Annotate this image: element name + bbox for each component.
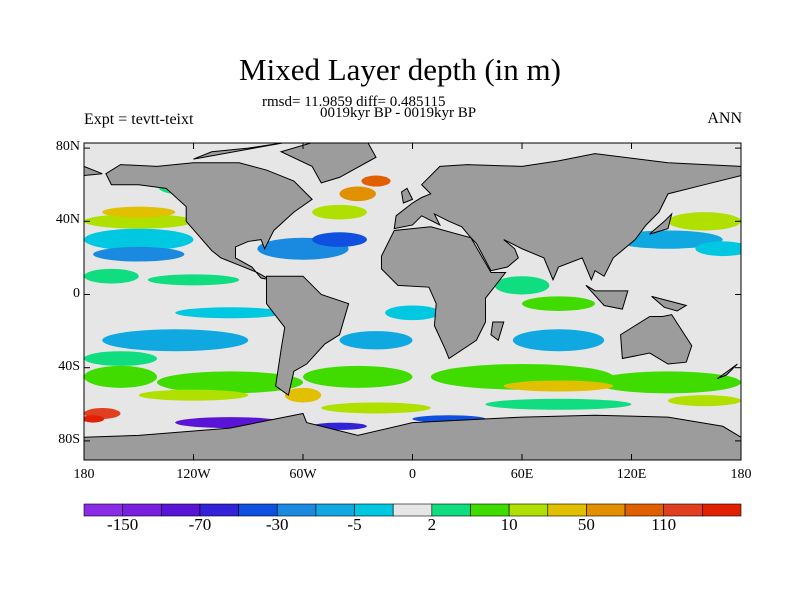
mld-field-region <box>147 274 240 286</box>
mld-field-region <box>613 230 723 249</box>
season-label: ANN <box>707 110 742 127</box>
landmass <box>393 153 741 282</box>
colorbar-label: -150 <box>107 515 139 534</box>
colorbar-label: 10 <box>500 515 518 534</box>
landmass <box>279 143 377 184</box>
landmass <box>266 275 350 396</box>
mld-field-region <box>339 186 376 202</box>
experiment-label: Expt = tevtt-teixt <box>84 111 194 128</box>
lon-tick-label: 180 <box>73 467 95 482</box>
mld-field-region <box>303 365 413 388</box>
lon-tick-label: 0 <box>409 467 416 482</box>
mld-field-region <box>385 305 440 321</box>
colorbar-label: 50 <box>577 515 595 534</box>
lon-tick-label: 120E <box>616 467 647 482</box>
landmass <box>490 321 505 342</box>
mld-field-region <box>522 296 595 311</box>
mld-field-region <box>321 402 431 414</box>
colorbar-label: 110 <box>651 515 677 534</box>
landmass <box>620 314 693 365</box>
plot-title: Mixed Layer depth (in m) <box>239 52 561 87</box>
mld-field-region <box>93 246 185 262</box>
lat-tick-label: 40N <box>55 212 80 228</box>
landmass <box>380 226 507 360</box>
landmass <box>716 363 738 380</box>
stats-subtitle: rmsd= 11.9859 diff= 0.485115 <box>262 94 446 110</box>
landmass <box>84 165 103 177</box>
mld-field-region <box>284 387 322 403</box>
mld-field-region <box>138 389 249 401</box>
lon-tick-label: 180 <box>730 467 752 482</box>
mld-field-region <box>175 307 285 319</box>
mld-field-region <box>102 206 176 218</box>
mld-field-region <box>668 395 741 407</box>
colorbar-label: 2 <box>427 515 437 534</box>
mld-field-region <box>84 365 157 388</box>
lat-tick-label: 80N <box>55 139 80 155</box>
lat-tick-label: 80S <box>58 431 80 447</box>
mld-field-region <box>84 228 194 251</box>
mld-field-region <box>312 204 367 220</box>
period-subtitle: 0019kyr BP - 0019kyr BP <box>320 105 477 121</box>
lat-tick-label: 0 <box>73 285 80 301</box>
landmass <box>651 295 688 312</box>
mld-field-region <box>84 351 157 366</box>
mld-field-region <box>339 331 413 350</box>
mld-field-region <box>361 175 391 187</box>
colorbar-label: -70 <box>188 515 212 534</box>
mld-field-region <box>485 398 632 410</box>
landmass <box>649 212 673 235</box>
mld-field-region <box>595 371 741 394</box>
mld-field-region <box>512 329 605 352</box>
mld-field-region <box>503 380 614 392</box>
landmass <box>585 284 629 310</box>
lon-tick-label: 60W <box>289 467 317 482</box>
colorbar-label: -5 <box>347 515 362 534</box>
mld-field-region <box>494 276 550 295</box>
lat-tick-label: 40S <box>58 358 80 374</box>
mld-field-region <box>84 268 139 284</box>
colorbar-label: -30 <box>265 515 289 534</box>
landmass <box>105 162 313 281</box>
landmass <box>84 412 741 460</box>
mld-field-region <box>157 371 303 394</box>
mld-field-region <box>102 329 249 352</box>
mld-field-region <box>695 241 741 257</box>
mld-field-region <box>312 232 367 247</box>
mld-field-region <box>84 213 194 229</box>
landmass <box>193 143 285 160</box>
mld-field-region <box>668 212 741 231</box>
mld-field-region <box>84 415 105 423</box>
colorbar-box <box>702 503 742 517</box>
lon-tick-label: 60E <box>510 467 534 482</box>
landmass <box>401 187 414 204</box>
lon-tick-label: 120W <box>176 467 211 482</box>
